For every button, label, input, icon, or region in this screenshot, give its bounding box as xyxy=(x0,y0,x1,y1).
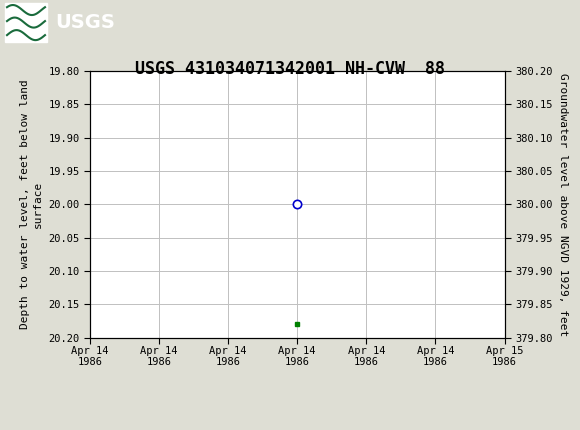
Y-axis label: Groundwater level above NGVD 1929, feet: Groundwater level above NGVD 1929, feet xyxy=(558,73,568,336)
Text: USGS: USGS xyxy=(55,13,115,32)
Y-axis label: Depth to water level, feet below land
surface: Depth to water level, feet below land su… xyxy=(20,80,43,329)
Text: USGS 431034071342001 NH-CVW  88: USGS 431034071342001 NH-CVW 88 xyxy=(135,60,445,78)
Bar xyxy=(5,3,47,42)
